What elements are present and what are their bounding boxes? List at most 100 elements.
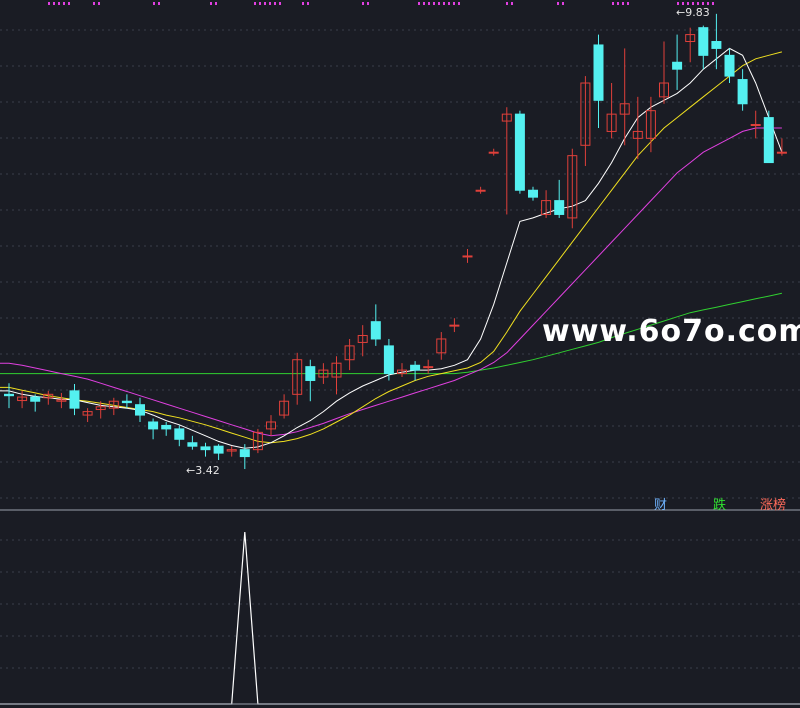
top-marker [433, 2, 435, 5]
candle-body [737, 79, 748, 105]
top-marker [259, 2, 261, 5]
indicator-line [0, 531, 800, 705]
candle-body [462, 255, 473, 258]
candle-body [776, 151, 787, 154]
candle-body [318, 369, 329, 378]
ma-line-magenta [0, 127, 782, 437]
candle-body [619, 103, 630, 115]
candle-body [370, 321, 381, 340]
top-marker [562, 2, 564, 5]
candle-body [606, 113, 617, 132]
top-marker [453, 2, 455, 5]
top-marker [448, 2, 450, 5]
candle-body [436, 338, 447, 354]
top-marker [63, 2, 65, 5]
candle-body [252, 431, 263, 451]
ma-line-yellow [0, 51, 783, 444]
candle-body [213, 445, 224, 454]
candle-body [161, 424, 172, 430]
candle-body [632, 130, 643, 139]
candle-body [30, 396, 41, 402]
top-marker [153, 2, 155, 5]
indicator-grid [0, 539, 800, 669]
top-marker [307, 2, 309, 5]
candle-body [397, 369, 407, 375]
candle-body [200, 446, 211, 451]
indicator-tag-cai[interactable]: 财 [654, 498, 668, 513]
candle-body [554, 200, 565, 215]
candle-body [645, 110, 656, 139]
top-marker [702, 2, 704, 5]
indicator-series [0, 531, 800, 705]
candle-body [82, 411, 93, 416]
candle-body [383, 345, 394, 375]
candle-body [423, 366, 434, 369]
top-marker [269, 2, 271, 5]
top-marker [274, 2, 276, 5]
candle-body [410, 364, 421, 371]
candle-body [344, 345, 355, 361]
candle-body [514, 113, 525, 191]
top-marker-row [48, 2, 714, 5]
top-marker [438, 2, 440, 5]
candle-body [763, 117, 774, 164]
top-marker [697, 2, 699, 5]
candle-body [305, 366, 316, 381]
top-marker [511, 2, 513, 5]
candle-body [501, 113, 512, 122]
top-marker [215, 2, 217, 5]
candle-body [580, 82, 591, 146]
top-marker [93, 2, 95, 5]
candle-body [17, 396, 28, 402]
candle-body [449, 324, 460, 327]
candle-body [541, 200, 552, 215]
top-marker [557, 2, 559, 5]
candle-body [239, 449, 250, 458]
candle-body [279, 400, 290, 416]
top-marker [612, 2, 614, 5]
candle-body [488, 151, 499, 154]
candlestick-series [4, 13, 787, 470]
main-chart-grid [0, 29, 800, 499]
candle-body [43, 393, 54, 399]
top-marker [687, 2, 689, 5]
top-marker [362, 2, 364, 5]
top-marker [506, 2, 508, 5]
candle-body [711, 41, 722, 49]
candle-body [266, 421, 276, 430]
candle-body [672, 61, 683, 70]
candle-body [593, 44, 604, 101]
candle-body [475, 189, 486, 192]
top-marker [677, 2, 679, 5]
top-marker [682, 2, 684, 5]
candle-body [659, 82, 669, 98]
candle-body [685, 34, 696, 43]
indicator-tag-die[interactable]: 跌 [713, 498, 727, 513]
candle-body [331, 362, 342, 378]
top-marker [367, 2, 369, 5]
candle-body [148, 421, 159, 430]
candle-body [187, 442, 198, 447]
top-marker [279, 2, 281, 5]
candle-body [95, 406, 106, 411]
candle-body [108, 400, 119, 409]
candle-body [567, 155, 578, 219]
top-marker [158, 2, 160, 5]
top-marker [210, 2, 212, 5]
top-marker [443, 2, 445, 5]
top-marker [692, 2, 694, 5]
top-marker [254, 2, 256, 5]
top-marker [458, 2, 460, 5]
candle-body [174, 428, 185, 440]
candle-body [4, 393, 14, 397]
candle-body [56, 399, 67, 402]
indicator-tag-zhang-bang[interactable]: 涨榜 [760, 498, 787, 513]
candle-body [226, 449, 237, 452]
candle-body [292, 359, 303, 395]
top-marker [707, 2, 709, 5]
top-marker [58, 2, 60, 5]
candle-body [121, 400, 132, 404]
candle-body [135, 404, 145, 416]
candle-body [724, 54, 735, 77]
top-marker [622, 2, 624, 5]
